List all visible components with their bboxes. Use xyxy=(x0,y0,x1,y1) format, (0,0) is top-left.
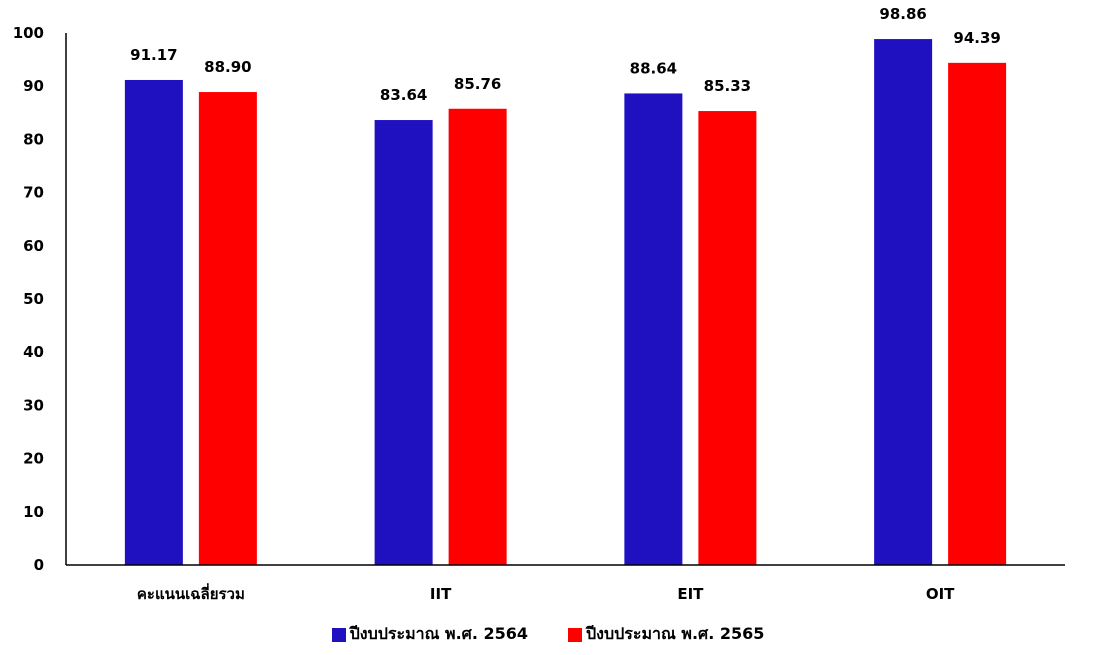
data-label: 91.17 xyxy=(130,46,177,64)
x-category-label: OIT xyxy=(926,585,955,603)
legend-item-2564: ปีงบประมาณ พ.ศ. 2564 xyxy=(331,622,528,647)
bar-2564-3 xyxy=(874,39,933,565)
x-category-label: คะแนนเฉลี่ยรวม xyxy=(137,583,245,603)
y-tick-label: 30 xyxy=(23,396,44,414)
data-label: 94.39 xyxy=(953,29,1000,47)
legend-label-2565: ปีงบประมาณ พ.ศ. 2565 xyxy=(586,624,765,643)
data-label: 83.64 xyxy=(380,86,427,104)
bars xyxy=(124,39,1007,566)
bar-2564-0 xyxy=(124,79,183,566)
bar-2564-1 xyxy=(374,120,433,565)
legend-swatch-2565 xyxy=(568,627,582,642)
legend: ปีงบประมาณ พ.ศ. 2564 ปีงบประมาณ พ.ศ. 256… xyxy=(0,622,1096,647)
legend-label-2564: ปีงบประมาณ พ.ศ. 2564 xyxy=(349,624,528,643)
y-tick-label: 10 xyxy=(23,503,44,521)
y-tick-label: 40 xyxy=(23,343,44,361)
data-label: 85.33 xyxy=(704,77,751,95)
x-category-label: EIT xyxy=(677,585,704,603)
y-tick-label: 70 xyxy=(23,184,44,202)
y-axis-ticks: 0 10 20 30 40 50 60 70 80 90 100 xyxy=(13,24,44,574)
bar-chart: 0 10 20 30 40 50 60 70 80 90 100 91.17 88.90 83.64 85… xyxy=(13,5,1065,603)
y-tick-label: 60 xyxy=(23,237,44,255)
y-tick-label: 50 xyxy=(23,290,44,308)
data-label: 88.90 xyxy=(204,58,251,76)
bar-2565-1 xyxy=(448,108,507,565)
data-label: 88.64 xyxy=(630,59,677,77)
bar-2565-0 xyxy=(198,92,257,565)
x-axis-categories: คะแนนเฉลี่ยรวม IIT EIT OIT xyxy=(137,583,955,603)
x-category-label: IIT xyxy=(430,585,452,603)
bar-2565-3 xyxy=(948,62,1007,565)
y-tick-label: 90 xyxy=(23,77,44,95)
data-label: 98.86 xyxy=(879,5,926,23)
bar-2564-2 xyxy=(624,93,683,565)
legend-swatch-2564 xyxy=(331,627,346,642)
data-label: 85.76 xyxy=(454,75,501,93)
bar-2565-2 xyxy=(698,111,757,565)
y-tick-label: 20 xyxy=(23,450,44,468)
y-tick-label: 100 xyxy=(13,24,44,42)
y-tick-label: 80 xyxy=(23,130,44,148)
legend-item-2565: ปีงบประมาณ พ.ศ. 2565 xyxy=(568,622,764,647)
data-labels: 91.17 88.90 83.64 85.76 88.64 85.33 98.86 94.39 xyxy=(130,5,1001,104)
y-tick-label: 0 xyxy=(34,556,44,574)
